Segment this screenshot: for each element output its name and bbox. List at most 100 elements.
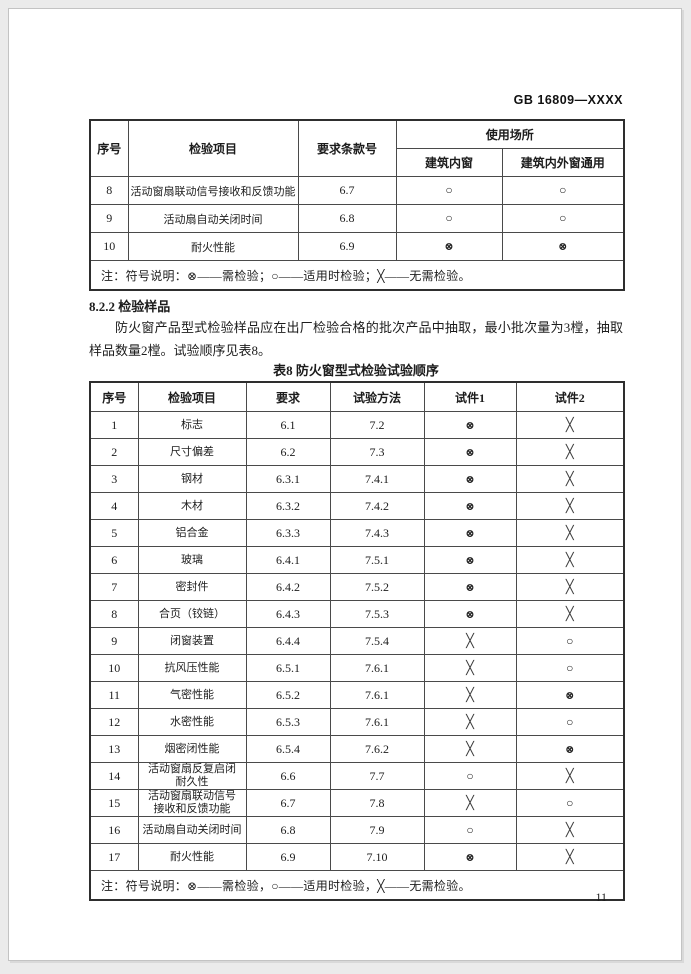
specimen2-symbol: ○ bbox=[515, 789, 625, 817]
item-name: 活动窗扇联动信号 接收和反馈功能 bbox=[137, 789, 247, 817]
item-name: 气密性能 bbox=[137, 681, 247, 709]
row-serial: 10 bbox=[89, 654, 139, 682]
row-serial: 8 bbox=[89, 176, 129, 205]
page-number: 11 bbox=[595, 890, 607, 904]
specimen2-symbol: ○ bbox=[515, 654, 625, 682]
row-serial: 16 bbox=[89, 816, 139, 844]
col-header-item: 检验项目 bbox=[137, 381, 247, 412]
specimen1-symbol: ⊗ bbox=[423, 465, 517, 493]
universal-window-symbol: ○ bbox=[501, 176, 625, 205]
table-row: 7 密封件 6.4.2 7.5.2 ⊗ ╳ bbox=[89, 573, 625, 601]
table-row: 2 尺寸偏差 6.2 7.3 ⊗ ╳ bbox=[89, 438, 625, 466]
test-method-clause: 7.6.1 bbox=[329, 654, 425, 682]
requirement-clause: 6.3.3 bbox=[245, 519, 331, 547]
specimen1-symbol: ╳ bbox=[423, 789, 517, 817]
test-method-clause: 7.5.1 bbox=[329, 546, 425, 574]
specimen2-symbol: ╳ bbox=[515, 519, 625, 547]
test-method-clause: 7.6.1 bbox=[329, 681, 425, 709]
specimen1-symbol: ⊗ bbox=[423, 519, 517, 547]
specimen2-symbol: ╳ bbox=[515, 411, 625, 439]
specimen2-symbol: ⊗ bbox=[515, 681, 625, 709]
usage-place-table: 序号 检验项目 要求条款号 使用场所 建筑内窗 建筑内外窗通用 8 活动窗扇联动… bbox=[89, 119, 626, 291]
table-row: 9 闭窗装置 6.4.4 7.5.4 ╳ ○ bbox=[89, 627, 625, 655]
row-serial: 14 bbox=[89, 762, 139, 790]
type-inspection-order-table: 序号 检验项目 要求 试验方法 试件1 试件2 1 标志 6.1 7.2 ⊗ ╳… bbox=[89, 381, 625, 901]
specimen1-symbol: ╳ bbox=[423, 681, 517, 709]
col-header-interior-window: 建筑内窗 bbox=[395, 148, 503, 177]
requirement-clause: 6.5.1 bbox=[245, 654, 331, 682]
specimen1-symbol: ⊗ bbox=[423, 573, 517, 601]
test-method-clause: 7.6.2 bbox=[329, 735, 425, 763]
specimen2-symbol: ⊗ bbox=[515, 735, 625, 763]
requirement-clause: 6.4.4 bbox=[245, 627, 331, 655]
requirement-clause: 6.4.3 bbox=[245, 600, 331, 628]
test-method-clause: 7.5.3 bbox=[329, 600, 425, 628]
universal-window-symbol: ○ bbox=[501, 204, 625, 233]
table-note-row: 注：符号说明：⊗——需检验，○——适用时检验，╳——无需检验。 bbox=[89, 870, 625, 901]
row-serial: 11 bbox=[89, 681, 139, 709]
clause-number: 6.9 bbox=[297, 232, 397, 261]
specimen2-symbol: ╳ bbox=[515, 465, 625, 493]
requirement-clause: 6.2 bbox=[245, 438, 331, 466]
row-serial: 3 bbox=[89, 465, 139, 493]
item-name: 耐火性能 bbox=[137, 843, 247, 871]
body-paragraph: 防火窗产品型式检验样品应在出厂检验合格的批次产品中抽取，最小批次量为3樘，抽取样… bbox=[89, 320, 623, 358]
test-method-clause: 7.4.2 bbox=[329, 492, 425, 520]
table-row: 6 玻璃 6.4.1 7.5.1 ⊗ ╳ bbox=[89, 546, 625, 574]
clause-number: 6.7 bbox=[297, 176, 397, 205]
specimen1-symbol: ○ bbox=[423, 762, 517, 790]
row-serial: 17 bbox=[89, 843, 139, 871]
requirement-clause: 6.4.1 bbox=[245, 546, 331, 574]
requirement-clause: 6.7 bbox=[245, 789, 331, 817]
table-row: 14 活动窗扇反复启闭 耐久性 6.6 7.7 ○ ╳ bbox=[89, 762, 625, 790]
row-serial: 9 bbox=[89, 204, 129, 233]
test-method-clause: 7.9 bbox=[329, 816, 425, 844]
table8-title: 表8 防火窗型式检验试验顺序 bbox=[273, 363, 439, 378]
specimen2-symbol: ○ bbox=[515, 627, 625, 655]
col-header-item: 检验项目 bbox=[127, 119, 299, 177]
table-header-row: 序号 检验项目 要求 试验方法 试件1 试件2 bbox=[89, 381, 625, 412]
table-row: 3 钢材 6.3.1 7.4.1 ⊗ ╳ bbox=[89, 465, 625, 493]
item-name: 抗风压性能 bbox=[137, 654, 247, 682]
requirement-clause: 6.5.2 bbox=[245, 681, 331, 709]
item-name: 活动窗扇联动信号接收和反馈功能 bbox=[127, 176, 299, 205]
item-name: 活动扇自动关闭时间 bbox=[127, 204, 299, 233]
row-serial: 9 bbox=[89, 627, 139, 655]
standard-code-header: GB 16809—XXXX bbox=[513, 93, 623, 107]
specimen2-symbol: ╳ bbox=[515, 762, 625, 790]
table-row: 10 耐火性能 6.9 ⊗ ⊗ bbox=[89, 232, 625, 261]
item-name: 铝合金 bbox=[137, 519, 247, 547]
col-header-clause: 要求条款号 bbox=[297, 119, 397, 177]
test-method-clause: 7.6.1 bbox=[329, 708, 425, 736]
specimen2-symbol: ╳ bbox=[515, 492, 625, 520]
requirement-clause: 6.9 bbox=[245, 843, 331, 871]
col-header-serial: 序号 bbox=[89, 119, 129, 177]
requirement-clause: 6.6 bbox=[245, 762, 331, 790]
item-name: 木材 bbox=[137, 492, 247, 520]
specimen1-symbol: ╳ bbox=[423, 735, 517, 763]
interior-window-symbol: ○ bbox=[395, 176, 503, 205]
specimen1-symbol: ╳ bbox=[423, 708, 517, 736]
item-name: 玻璃 bbox=[137, 546, 247, 574]
symbol-legend-note: 注：符号说明：⊗——需检验，○——适用时检验，╳——无需检验。 bbox=[89, 870, 625, 901]
table-header-row: 序号 检验项目 要求条款号 使用场所 bbox=[89, 119, 625, 177]
table-row: 5 铝合金 6.3.3 7.4.3 ⊗ ╳ bbox=[89, 519, 625, 547]
row-serial: 15 bbox=[89, 789, 139, 817]
col-header-usage-place: 使用场所 bbox=[395, 119, 625, 149]
row-serial: 8 bbox=[89, 600, 139, 628]
test-method-clause: 7.5.4 bbox=[329, 627, 425, 655]
col-header-specimen1: 试件1 bbox=[423, 381, 517, 412]
table-row: 15 活动窗扇联动信号 接收和反馈功能 6.7 7.8 ╳ ○ bbox=[89, 789, 625, 817]
item-name: 活动扇自动关闭时间 bbox=[137, 816, 247, 844]
table-row: 11 气密性能 6.5.2 7.6.1 ╳ ⊗ bbox=[89, 681, 625, 709]
table-subheader-row: 建筑内窗 建筑内外窗通用 bbox=[90, 148, 625, 177]
specimen2-symbol: ╳ bbox=[515, 573, 625, 601]
test-method-clause: 7.3 bbox=[329, 438, 425, 466]
interior-window-symbol: ⊗ bbox=[395, 232, 503, 261]
col-header-test-method: 试验方法 bbox=[329, 381, 425, 412]
table-row: 13 烟密闭性能 6.5.4 7.6.2 ╳ ⊗ bbox=[89, 735, 625, 763]
specimen2-symbol: ╳ bbox=[515, 600, 625, 628]
item-name: 合页（铰链） bbox=[137, 600, 247, 628]
requirement-clause: 6.3.2 bbox=[245, 492, 331, 520]
